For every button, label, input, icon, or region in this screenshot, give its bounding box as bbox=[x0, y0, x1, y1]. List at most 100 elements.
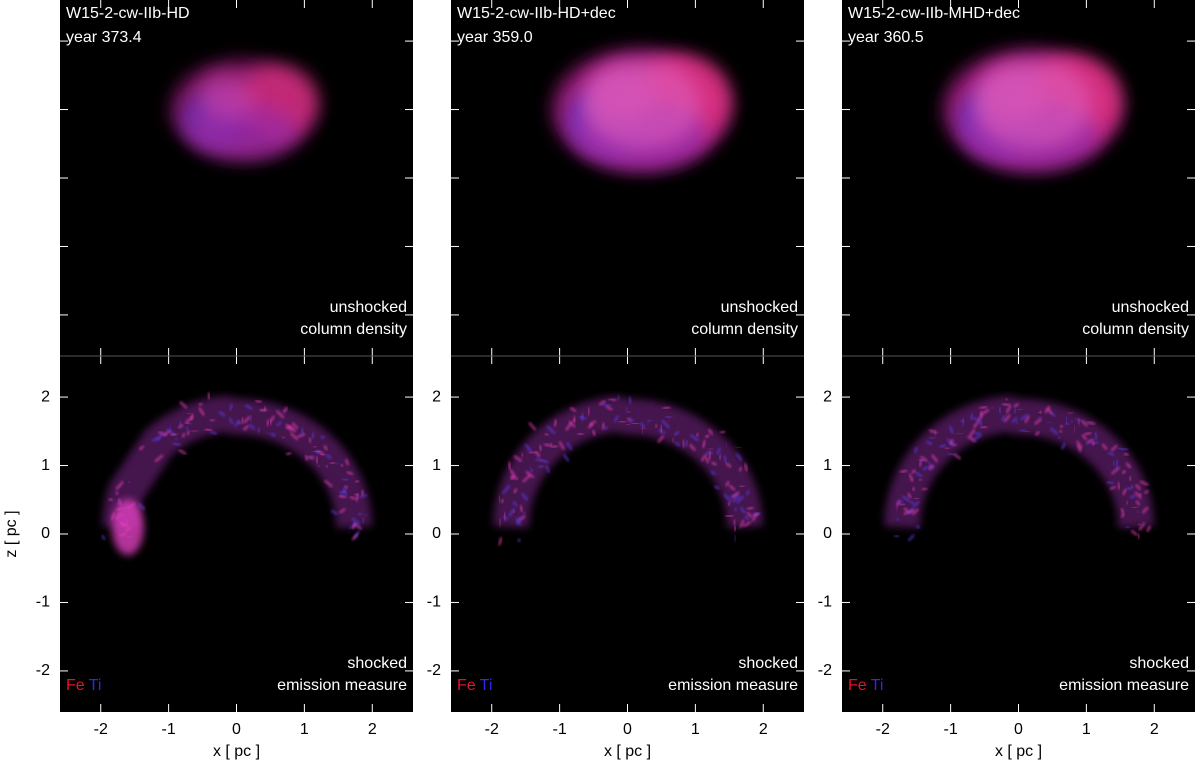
x-tick-label: 2 bbox=[759, 721, 768, 738]
x-tick-label: -2 bbox=[94, 721, 108, 738]
filament bbox=[324, 479, 333, 488]
filament bbox=[967, 435, 977, 443]
filament bbox=[579, 415, 587, 421]
filament bbox=[716, 447, 722, 455]
y-tick-label: 1 bbox=[41, 457, 50, 474]
filament bbox=[255, 399, 262, 404]
filament bbox=[605, 405, 613, 411]
filament bbox=[290, 427, 297, 433]
filament bbox=[330, 509, 339, 516]
emission-image bbox=[553, 49, 731, 171]
filament bbox=[313, 445, 317, 449]
filament bbox=[257, 427, 261, 433]
filament bbox=[718, 456, 722, 460]
filament bbox=[598, 399, 606, 406]
filament bbox=[601, 422, 606, 430]
filament bbox=[728, 484, 736, 491]
arc-glow bbox=[102, 395, 373, 529]
filament bbox=[968, 428, 976, 438]
filament bbox=[1137, 533, 1141, 539]
filament bbox=[335, 462, 339, 465]
y-tick-label: 1 bbox=[432, 457, 441, 474]
filament bbox=[707, 428, 714, 436]
filament bbox=[137, 502, 146, 511]
filament bbox=[1144, 489, 1149, 495]
filament bbox=[1003, 414, 1011, 423]
filament bbox=[705, 457, 710, 464]
filament bbox=[907, 534, 915, 542]
filament bbox=[1086, 438, 1095, 444]
filament bbox=[341, 477, 349, 482]
filament bbox=[913, 500, 921, 508]
filament bbox=[913, 446, 919, 454]
filament bbox=[972, 421, 979, 429]
filament bbox=[198, 402, 203, 407]
filament bbox=[723, 493, 732, 503]
filament bbox=[1038, 410, 1043, 414]
legend-entry: Fe bbox=[848, 677, 867, 694]
filament bbox=[944, 446, 950, 450]
filament bbox=[1136, 510, 1139, 513]
filament bbox=[500, 499, 505, 504]
filament bbox=[269, 419, 273, 426]
filament bbox=[1134, 483, 1142, 491]
filament bbox=[502, 515, 509, 521]
filament bbox=[528, 451, 537, 455]
x-tick-label: -1 bbox=[552, 721, 566, 738]
filament bbox=[498, 536, 503, 546]
filament bbox=[742, 521, 752, 528]
filament bbox=[509, 469, 517, 479]
filament bbox=[727, 501, 731, 507]
filament bbox=[1112, 460, 1116, 467]
emission-image bbox=[944, 49, 1122, 171]
filament bbox=[719, 430, 726, 434]
filament bbox=[707, 451, 712, 461]
panel-label: shocked bbox=[738, 655, 798, 672]
filament bbox=[639, 422, 646, 429]
filament bbox=[1110, 444, 1118, 452]
y-tick-label: 2 bbox=[432, 388, 441, 405]
filament bbox=[270, 432, 276, 438]
title: W15-2-cw-IIb-HD+dec bbox=[457, 5, 616, 22]
filament bbox=[978, 418, 983, 427]
y-tick-label: -1 bbox=[427, 594, 441, 611]
filament bbox=[735, 452, 743, 462]
filament bbox=[1058, 429, 1063, 434]
filament bbox=[187, 422, 192, 426]
filament bbox=[285, 425, 292, 430]
panel-label: emission measure bbox=[1059, 677, 1189, 694]
filament bbox=[899, 502, 906, 506]
filament bbox=[723, 455, 728, 464]
filament bbox=[1038, 416, 1042, 420]
filament bbox=[746, 506, 754, 511]
filament bbox=[542, 459, 549, 464]
filament bbox=[1130, 484, 1134, 488]
filament bbox=[1065, 422, 1070, 426]
filament bbox=[529, 468, 534, 473]
panel-label: column density bbox=[691, 321, 798, 338]
filament bbox=[613, 414, 620, 423]
filament bbox=[315, 456, 319, 464]
filament bbox=[515, 516, 522, 525]
panel-label: unshocked bbox=[721, 299, 798, 316]
emission-image bbox=[171, 60, 318, 160]
filament bbox=[340, 463, 344, 468]
filament bbox=[927, 461, 932, 466]
x-tick-label: 1 bbox=[300, 721, 309, 738]
filament bbox=[657, 435, 665, 443]
y-tick-label: 2 bbox=[41, 388, 50, 405]
filament bbox=[953, 453, 962, 460]
filament bbox=[100, 534, 106, 541]
filament bbox=[1015, 420, 1019, 424]
filament bbox=[911, 508, 919, 516]
filament bbox=[1085, 441, 1091, 446]
filament bbox=[1123, 452, 1129, 457]
legend-entry: Ti bbox=[480, 677, 493, 694]
filament bbox=[285, 451, 292, 456]
filament bbox=[911, 468, 917, 474]
filament bbox=[514, 476, 519, 481]
filament bbox=[972, 434, 982, 441]
filament bbox=[661, 419, 671, 429]
filament bbox=[516, 538, 522, 543]
filament bbox=[743, 463, 749, 472]
